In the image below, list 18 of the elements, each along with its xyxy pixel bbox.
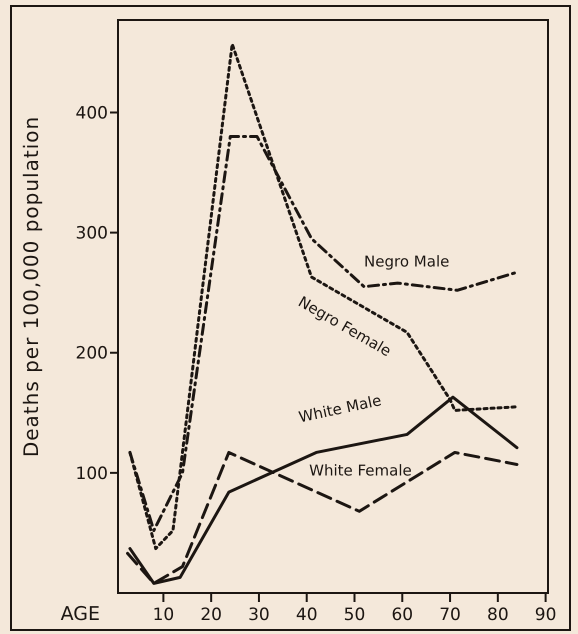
x-tick-label: 70 <box>439 605 461 625</box>
x-tick-label: 20 <box>200 605 222 625</box>
x-axis-title: AGE <box>60 603 100 625</box>
y-tick-label: 300 <box>76 224 108 244</box>
x-tick-label: 90 <box>534 605 556 625</box>
x-tick-label: 40 <box>296 605 318 625</box>
y-tick-label: 100 <box>76 464 108 484</box>
y-tick-label: 200 <box>76 344 108 364</box>
text: White Male <box>297 391 383 426</box>
y-tick-label: 400 <box>76 103 108 124</box>
x-tick-label: 30 <box>248 605 270 625</box>
x-tick-label: 10 <box>152 605 174 625</box>
x-tick-label: 50 <box>344 605 366 625</box>
series-label: Negro Male <box>364 252 450 270</box>
y-axis-title: Deaths per 100,000 population <box>19 116 43 458</box>
series-label: White Female <box>309 461 412 480</box>
x-tick-label: 60 <box>391 605 414 625</box>
x-tick-label: 80 <box>487 605 509 625</box>
